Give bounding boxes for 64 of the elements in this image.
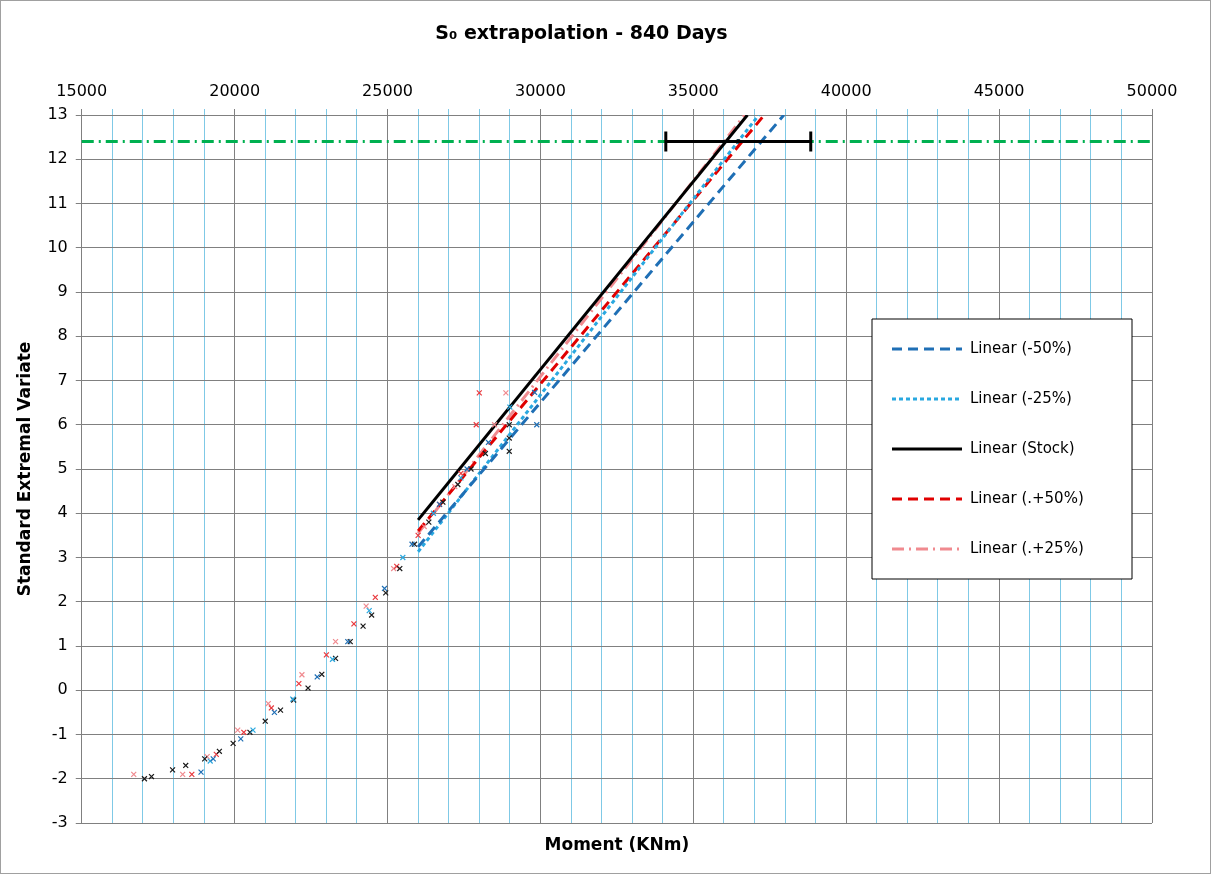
point <box>141 775 148 782</box>
point <box>295 680 302 687</box>
legend-label: Linear (.+50%) <box>970 488 1084 507</box>
x-tick-label: 20000 <box>209 80 261 100</box>
x-tick-label: 30000 <box>514 80 566 100</box>
point <box>298 671 305 678</box>
point <box>457 474 465 481</box>
y-tick-label: -3 <box>51 812 68 832</box>
point <box>169 766 176 773</box>
point <box>506 403 513 411</box>
point <box>425 519 432 526</box>
point <box>197 769 205 776</box>
point <box>476 389 483 396</box>
point <box>430 510 437 517</box>
point <box>237 735 244 742</box>
y-tick-label: -1 <box>51 723 68 743</box>
point <box>415 532 422 539</box>
point <box>506 434 513 442</box>
x-axis-title: Moment (KNm) <box>544 833 690 854</box>
x-tick-label: 45000 <box>973 80 1025 100</box>
x-tick-label: 50000 <box>1126 80 1178 100</box>
y-tick-label: 6 <box>57 413 68 433</box>
y-tick-label: 10 <box>47 236 68 256</box>
point <box>399 554 406 561</box>
point <box>182 762 189 769</box>
point <box>268 704 275 712</box>
point <box>234 727 241 734</box>
point <box>230 740 237 747</box>
y-tick-label: 8 <box>57 325 68 345</box>
y-tick-label: 2 <box>57 590 68 610</box>
y-tick-label: 4 <box>57 502 68 522</box>
chart-title: S₀ extrapolation - 840 Days <box>435 21 728 44</box>
point <box>277 707 284 714</box>
point <box>382 589 389 596</box>
point <box>323 651 330 658</box>
point <box>366 607 373 614</box>
y-tick-label: 13 <box>47 104 68 124</box>
x-tick-label: 40000 <box>820 80 872 100</box>
legend-label: Linear (-25%) <box>970 388 1072 407</box>
y-tick-label: 7 <box>57 369 68 389</box>
legend-label: Linear (.+25%) <box>970 538 1084 557</box>
x-tick-label: 35000 <box>667 80 719 100</box>
y-tick-label: 12 <box>47 148 68 168</box>
point <box>491 421 498 428</box>
point <box>265 700 272 707</box>
y-tick-label: 0 <box>57 679 68 699</box>
y-tick-label: 5 <box>57 458 68 478</box>
x-tick-label: 25000 <box>362 80 413 100</box>
point <box>240 729 247 736</box>
point <box>188 771 195 778</box>
point <box>421 523 428 530</box>
point <box>318 671 325 678</box>
y-tick-label: 11 <box>47 192 68 212</box>
y-tick-label: 3 <box>57 546 68 566</box>
legend-label: Linear (Stock) <box>970 438 1075 457</box>
point <box>482 450 489 457</box>
y-tick-label: 9 <box>57 281 68 301</box>
x-tick-label: 15000 <box>56 80 108 100</box>
y-tick-label: 1 <box>57 635 68 655</box>
y-tick-label: -2 <box>51 767 68 787</box>
y-axis-title: Standard Extremal Variate <box>13 341 34 597</box>
legend-label: Linear (-50%) <box>970 338 1072 357</box>
point <box>314 673 321 681</box>
point <box>368 611 375 619</box>
